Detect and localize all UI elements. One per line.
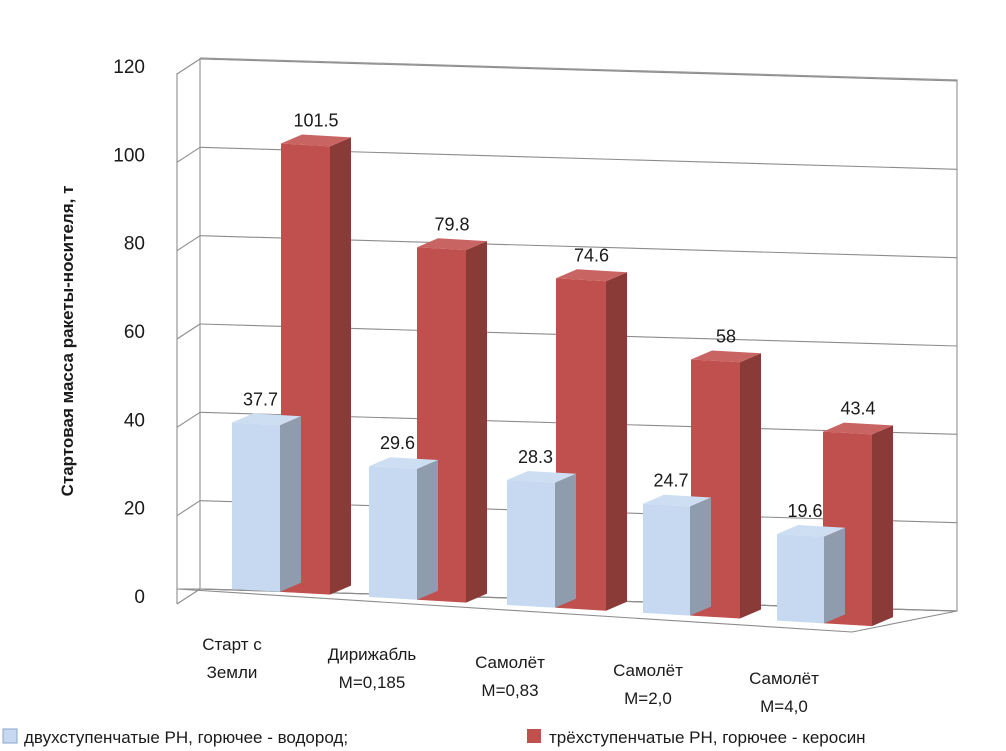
- legend-swatch-hydrogen: [2, 728, 18, 744]
- x-category-label: М=0,185: [339, 673, 406, 692]
- gridline-side-80: [176, 235, 201, 252]
- y-tick-label: 20: [124, 499, 145, 520]
- red-bar-value-label: 43.4: [840, 399, 875, 419]
- y-tick-label: 0: [134, 587, 145, 608]
- red-bar-side: [330, 137, 351, 595]
- blue-bar-value-label: 37.7: [243, 389, 278, 409]
- x-category-label: Старт с: [202, 635, 262, 654]
- blue-bar-side: [555, 473, 576, 608]
- legend-swatch-kerosene: [527, 729, 541, 743]
- red-bar-value-label: 74.6: [574, 245, 609, 265]
- gridline-side-60: [176, 323, 201, 340]
- red-bar-top: [823, 422, 893, 435]
- blue-bar-side: [417, 459, 438, 600]
- red-bar-top: [556, 269, 627, 282]
- y-tick-label: 120: [113, 57, 145, 78]
- blue-bar-top: [777, 525, 845, 537]
- x-category-label: Самолёт: [749, 669, 819, 688]
- blue-bar-top: [369, 457, 438, 469]
- blue-bar-top: [507, 470, 576, 483]
- blue-bar-value-label: 29.6: [380, 433, 415, 453]
- y-tick-label: 80: [124, 234, 145, 255]
- gridline-side-0: [176, 588, 201, 605]
- x-category-label: М=2,0: [624, 689, 672, 708]
- red-bar-top: [417, 238, 487, 251]
- blue-bar-side: [824, 527, 845, 624]
- blue-bar: [777, 534, 824, 624]
- x-category-label: М=0,83: [481, 681, 538, 700]
- blue-bar: [643, 503, 690, 616]
- red-bar-value-label: 58: [716, 326, 736, 346]
- red-bar-value-label: 101.5: [293, 111, 338, 131]
- blue-bar-side: [690, 497, 711, 616]
- blue-bar-value-label: 19.6: [787, 501, 822, 521]
- red-bar-side: [740, 353, 761, 619]
- gridline-side-40: [176, 411, 201, 428]
- y-tick-label: 100: [113, 145, 145, 166]
- x-category-label: М=4,0: [760, 697, 808, 716]
- y-tick-label: 40: [124, 410, 145, 431]
- blue-bar-top: [643, 494, 711, 507]
- blue-bar-top: [232, 413, 301, 426]
- blue-bar-side: [280, 416, 301, 592]
- floor-outline: [176, 588, 958, 633]
- gridline-side-100: [176, 146, 201, 163]
- blue-bar: [232, 422, 280, 592]
- gridline-side-120: [176, 58, 201, 75]
- red-bar-side: [872, 425, 893, 627]
- gridline-120: [199, 58, 958, 82]
- legend-label-kerosene: трёхступенчатые РН, горючее - керосин: [549, 728, 866, 747]
- red-bar-side: [606, 272, 627, 611]
- x-category-label: Дирижабль: [328, 645, 417, 664]
- red-bar-side: [466, 241, 487, 603]
- x-category-label: Самолёт: [613, 661, 683, 680]
- blue-bar-value-label: 28.3: [518, 447, 553, 467]
- gridline-side-20: [176, 500, 201, 517]
- red-bar-value-label: 79.8: [434, 214, 469, 234]
- x-category-label: Земли: [207, 663, 258, 682]
- x-category-label: Самолёт: [475, 653, 545, 672]
- y-axis-title: Стартовая масса ракеты-носителя, т: [58, 186, 77, 497]
- blue-bar: [507, 479, 555, 608]
- red-bar-top: [281, 134, 351, 147]
- blue-bar: [369, 466, 417, 600]
- legend-label-hydrogen: двухступенчатые РН, горючее - водород;: [24, 728, 348, 747]
- red-bar-top: [691, 350, 761, 363]
- blue-bar-value-label: 24.7: [653, 471, 688, 491]
- y-tick-label: 60: [124, 322, 145, 343]
